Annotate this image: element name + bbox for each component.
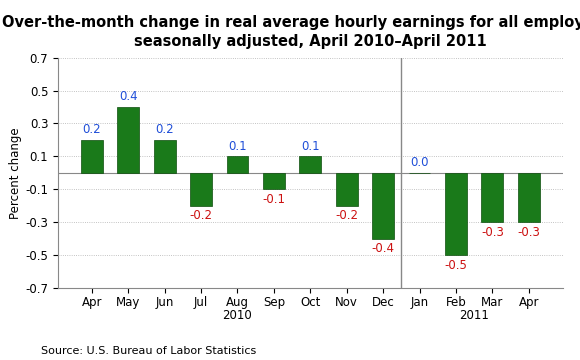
Text: Source: U.S. Bureau of Labor Statistics: Source: U.S. Bureau of Labor Statistics [41, 346, 256, 356]
Text: -0.1: -0.1 [262, 193, 285, 206]
Bar [445, 173, 467, 255]
Text: -0.2: -0.2 [190, 209, 213, 222]
Text: 0.4: 0.4 [119, 90, 137, 103]
Bar [81, 140, 103, 173]
Bar [299, 156, 321, 173]
Text: 0.0: 0.0 [410, 156, 429, 169]
Y-axis label: Percent change: Percent change [9, 127, 23, 219]
Text: -0.3: -0.3 [517, 226, 540, 239]
Text: -0.2: -0.2 [335, 209, 358, 222]
Text: 2010: 2010 [223, 309, 252, 323]
Bar [154, 140, 176, 173]
Text: 0.2: 0.2 [82, 123, 101, 136]
Bar [190, 173, 212, 206]
Text: -0.3: -0.3 [481, 226, 504, 239]
Bar [227, 156, 248, 173]
Text: -0.4: -0.4 [372, 242, 394, 255]
Text: -0.5: -0.5 [444, 259, 467, 272]
Bar [263, 173, 285, 189]
Text: 0.2: 0.2 [155, 123, 174, 136]
Bar [336, 173, 358, 206]
Text: 0.1: 0.1 [301, 140, 320, 153]
Title: Over-the-month change in real average hourly earnings for all employees,
seasona: Over-the-month change in real average ho… [2, 15, 580, 49]
Bar [481, 173, 503, 222]
Text: 0.1: 0.1 [228, 140, 247, 153]
Bar [372, 173, 394, 239]
Bar [518, 173, 539, 222]
Bar [117, 107, 139, 173]
Text: 2011: 2011 [459, 309, 489, 323]
